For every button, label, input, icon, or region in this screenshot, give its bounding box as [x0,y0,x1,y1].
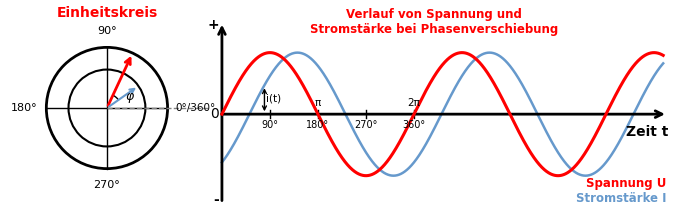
Text: Einheitskreis: Einheitskreis [57,6,157,20]
Text: +: + [207,18,219,32]
Text: 90°: 90° [97,26,117,36]
Text: 360°: 360° [402,120,426,130]
Text: 180°: 180° [11,103,37,113]
Text: 180°: 180° [306,120,330,130]
Text: Stromstärke I: Stromstärke I [576,192,667,205]
Text: 90°: 90° [262,120,279,130]
Text: 270°: 270° [354,120,377,130]
Text: Verlauf von Spannung und
Stromstärke bei Phasenverschiebung: Verlauf von Spannung und Stromstärke bei… [310,8,558,36]
Text: 0°/360°: 0°/360° [175,103,215,113]
Text: φ: φ [125,91,133,103]
Text: 0: 0 [210,107,219,121]
Text: 2π: 2π [408,98,420,108]
Text: i(t): i(t) [266,93,282,103]
Text: Zeit t: Zeit t [627,125,669,139]
Text: Spannung U: Spannung U [586,177,667,190]
Text: π: π [315,98,321,108]
Text: 270°: 270° [94,180,120,190]
Text: -: - [213,193,219,207]
